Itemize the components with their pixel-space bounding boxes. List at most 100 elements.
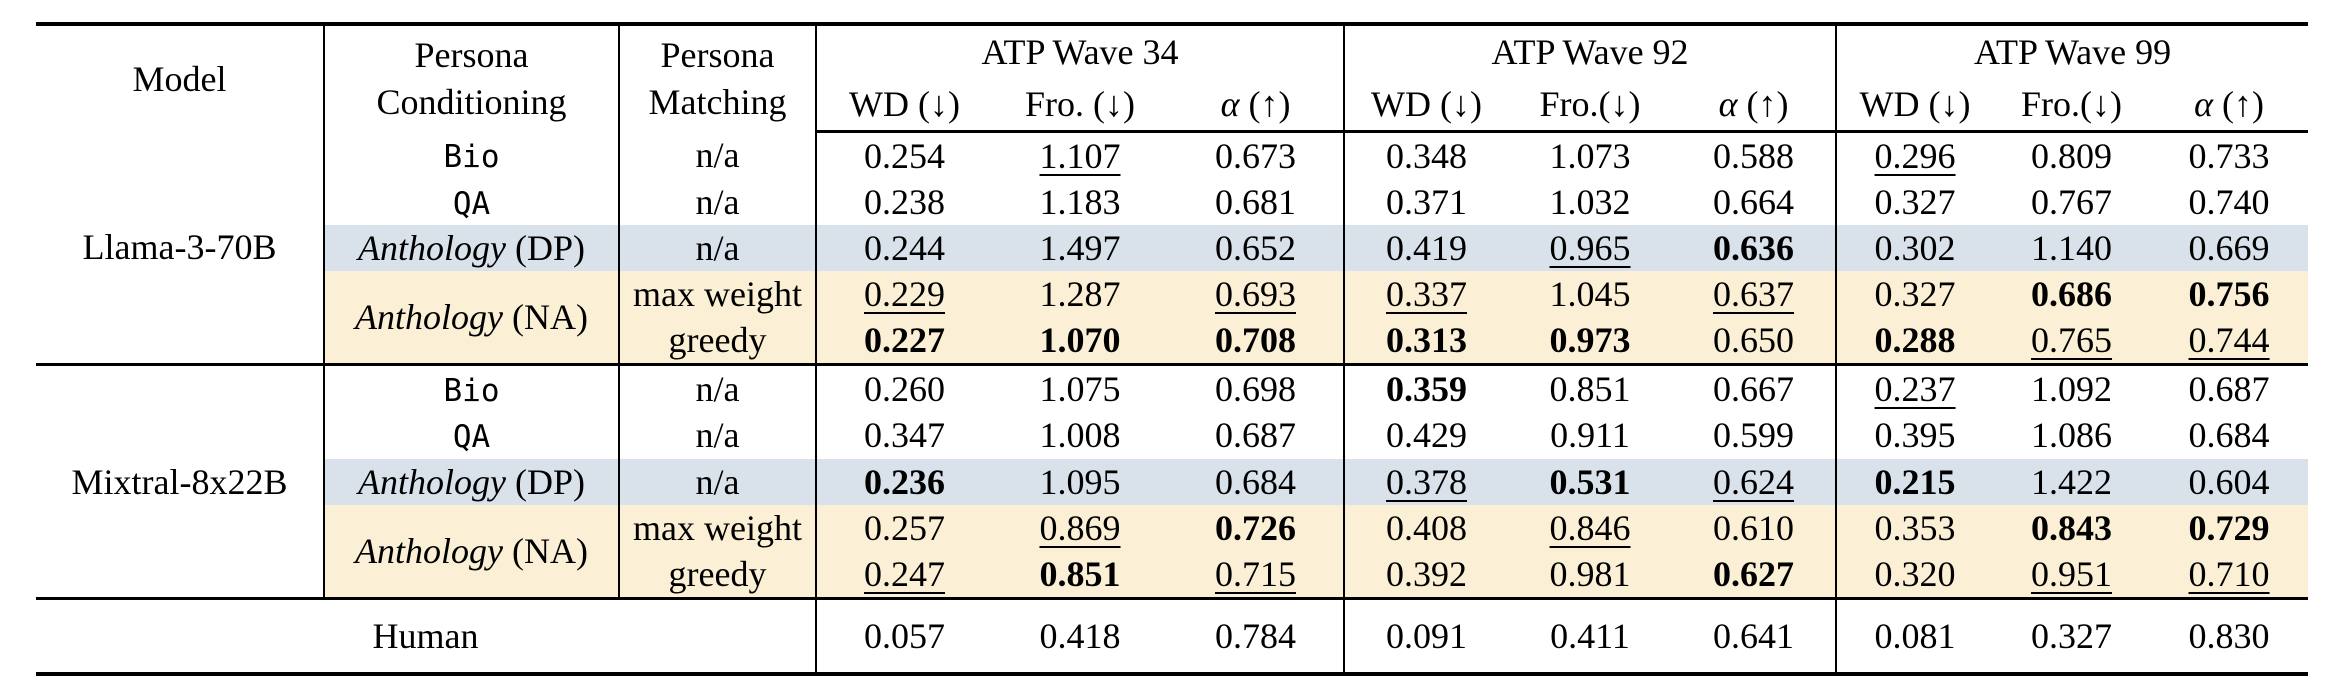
results-table: Model Persona Conditioning Persona Match…: [36, 22, 2309, 676]
persona-matching-cell: n/a: [618, 458, 816, 505]
metric-value-cell: 0.687: [1215, 415, 1296, 456]
metric-value-cell: 0.652: [1168, 225, 1345, 272]
metric-value-cell: 0.809: [2031, 136, 2113, 176]
metric-value-cell: 0.641: [1672, 596, 1837, 674]
metric-header-fro: Fro. (↓): [992, 78, 1168, 133]
metric-value-cell: 0.604: [2150, 458, 2309, 505]
metric-value-cell: 0.610: [1672, 504, 1837, 551]
metric-value-cell: 0.359: [1343, 363, 1509, 413]
metric-value-cell: 0.673: [1215, 136, 1296, 176]
metric-value-cell: 0.260: [815, 363, 992, 413]
metric-value-cell: 0.686: [1993, 271, 2151, 318]
table-row: greedy 0.227 1.070 0.708 0.313 0.973 0.650 0.28…: [36, 317, 2309, 365]
metric-value-cell: 0.693: [1168, 271, 1345, 318]
table-row: greedy 0.247 0.851 0.715 0.392 0.981 0.627 0.32…: [36, 550, 2309, 599]
metric-value-cell: 0.667: [1672, 363, 1837, 413]
persona-matching-cell: max weight: [618, 271, 816, 318]
metric-header-wd: WD (↓): [815, 78, 992, 133]
table-row: QA n/a 0.238 1.183 0.681 0.371 1.032 0.664 0.327…: [36, 179, 2308, 226]
metric-value-cell: 0.729: [2150, 504, 2309, 551]
metric-value-cell: 0.302: [1835, 225, 1994, 272]
metric-value-cell: 1.422: [1993, 458, 2151, 505]
metric-value-cell: 0.627: [1672, 550, 1837, 599]
metric-value-cell: 0.296: [1835, 131, 1994, 180]
human-label-cell: Human: [36, 596, 816, 674]
metric-value-cell: 0.588: [1713, 136, 1795, 176]
header-line: Persona: [660, 34, 775, 75]
metric-value-cell: 0.636: [1672, 225, 1837, 272]
persona-conditioning-cell: QA: [323, 412, 619, 459]
metric-value-cell: 0.687: [2150, 363, 2309, 413]
metric-value-cell: 0.650: [1672, 317, 1837, 365]
metric-value-cell: 1.092: [1993, 363, 2151, 413]
table-row: Anthology (NA) max weight 0.229 1.287 0.693 0…: [36, 271, 2309, 365]
metric-value-cell: 1.095: [992, 458, 1168, 505]
metric-value-cell: 0.236: [815, 458, 992, 505]
metric-value-cell: 0.756: [2150, 271, 2309, 318]
metric-value-cell: 1.107: [1039, 136, 1121, 176]
metric-value-cell: 0.911: [1550, 415, 1630, 456]
metric-value-cell: 1.140: [1993, 225, 2151, 272]
model-name-cell: Mixtral-8x22B: [36, 363, 324, 599]
metric-value-cell: 1.032: [1549, 182, 1631, 223]
column-header-persona-matching: Persona Matching: [618, 24, 816, 132]
header-line: Matching: [648, 81, 787, 122]
metric-value-cell: 1.073: [1549, 136, 1631, 176]
table-row: Anthology (DP) n/a 0.236 1.095 0.684 0.378 0.5…: [36, 458, 2309, 505]
conditioning-label: Bio: [443, 139, 500, 176]
metric-value-cell: 0.710: [2150, 550, 2309, 599]
persona-conditioning-cell: Anthology (DP): [323, 225, 619, 272]
metric-value-cell: 0.237: [1835, 363, 1994, 413]
persona-matching-cell: n/a: [618, 131, 816, 180]
header-line: Persona: [414, 34, 529, 75]
metric-value-cell: 0.851: [992, 550, 1168, 599]
metric-value-cell: 0.057: [815, 596, 992, 674]
metric-value-cell: 0.408: [1343, 504, 1509, 551]
metric-value-cell: 0.740: [2188, 182, 2270, 223]
persona-conditioning-cell: Bio: [323, 131, 619, 180]
table-row: Anthology (DP) n/a 0.244 1.497 0.652 0.419 0.9…: [36, 225, 2309, 272]
metric-value-cell: 0.637: [1672, 271, 1837, 318]
metric-value-cell: 0.951: [1993, 550, 2151, 599]
metric-value-cell: 0.851: [1508, 363, 1673, 413]
metric-value-cell: 0.327: [1835, 179, 1994, 226]
persona-matching-cell: n/a: [618, 412, 816, 459]
metric-value-cell: 0.684: [2188, 415, 2270, 456]
human-row: Human 0.057 0.418 0.784 0.091 0.411 0.641 0.081…: [36, 596, 2309, 674]
metric-value-cell: 0.371: [1343, 179, 1509, 226]
metric-header-wd: WD (↓): [1343, 78, 1509, 133]
metric-value-cell: 1.075: [992, 363, 1168, 413]
metric-value-cell: 0.327: [1993, 596, 2151, 674]
persona-conditioning-cell: Anthology (DP): [323, 458, 619, 505]
metric-header-wd: WD (↓): [1835, 78, 1994, 133]
metric-value-cell: 0.733: [2188, 136, 2270, 176]
metric-value-cell: 0.599: [1713, 415, 1795, 456]
column-group-atp-wave-34: ATP Wave 34: [814, 24, 1345, 78]
metric-value-cell: 0.337: [1343, 271, 1509, 318]
metric-value-cell: 0.726: [1168, 504, 1345, 551]
conditioning-label: QA: [452, 419, 491, 456]
table-body: Llama-3-70B Bio n/a 0.254 1.107 0.673 0.348 1.0…: [36, 131, 2309, 674]
metric-value-cell: 0.327: [1835, 271, 1994, 318]
metric-value-cell: 0.765: [1993, 317, 2151, 365]
metric-value-cell: 1.070: [992, 317, 1168, 365]
table-row: Anthology (NA) max weight 0.257 0.869 0.726 0…: [36, 504, 2309, 599]
metric-value-cell: 0.843: [1993, 504, 2151, 551]
metric-value-cell: 1.045: [1508, 271, 1673, 318]
model-name-cell: Llama-3-70B: [82, 227, 277, 268]
metric-value-cell: 0.698: [1168, 363, 1345, 413]
metric-value-cell: 1.497: [992, 225, 1168, 272]
column-group-atp-wave-92: ATP Wave 92: [1343, 24, 1837, 78]
metric-header-alpha: α (↑): [1672, 78, 1837, 133]
column-header-persona-conditioning: Persona Conditioning: [323, 24, 619, 132]
metric-value-cell: 0.531: [1508, 458, 1673, 505]
metric-value-cell: 0.288: [1835, 317, 1994, 365]
metric-header-fro: Fro.(↓): [1993, 78, 2151, 133]
metric-value-cell: 0.830: [2150, 596, 2309, 674]
metric-value-cell: 0.238: [815, 179, 992, 226]
metric-value-cell: 0.784: [1168, 596, 1345, 674]
metric-value-cell: 0.392: [1343, 550, 1509, 599]
persona-conditioning-cell: Anthology (NA): [323, 271, 619, 365]
metric-header-alpha: α (↑): [1168, 78, 1345, 133]
